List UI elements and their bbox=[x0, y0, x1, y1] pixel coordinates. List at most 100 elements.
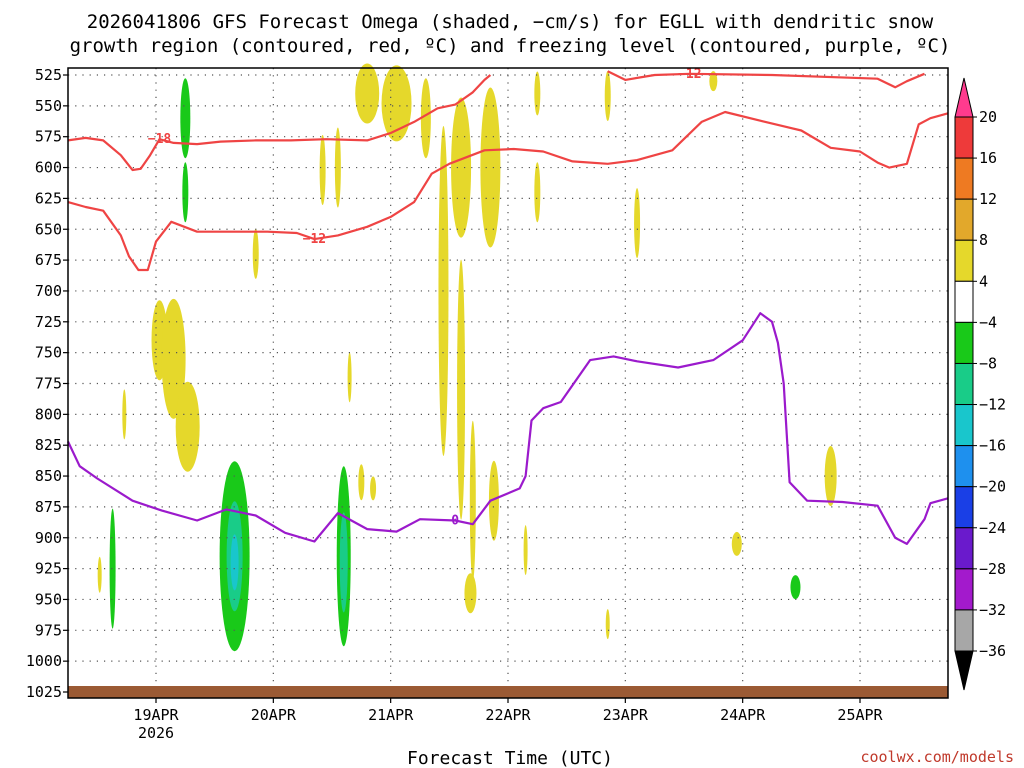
contour-label: −12 bbox=[303, 232, 326, 247]
grid-dots bbox=[68, 68, 948, 698]
colorbar-swatch bbox=[954, 239, 974, 282]
y-tick-label: 975 bbox=[35, 621, 62, 639]
y-tick-label: 1000 bbox=[26, 652, 62, 670]
y-tick-label: 950 bbox=[35, 590, 62, 608]
y-tick-label: 575 bbox=[35, 128, 62, 146]
contour-line bbox=[67, 110, 949, 272]
colorbar-label: −28 bbox=[979, 560, 1006, 578]
y-tick-label: 675 bbox=[35, 251, 62, 269]
colorbar-label: 16 bbox=[979, 149, 997, 167]
colorbar: 20 16 12 8 4 −4 −8 −12 −16 −20 −24 −28 −32 −36 bbox=[954, 77, 1006, 691]
colorbar-swatch bbox=[954, 404, 974, 447]
omega-blob bbox=[319, 135, 326, 206]
colorbar-label: −16 bbox=[979, 437, 1006, 455]
omega-blob bbox=[731, 531, 742, 556]
x-tick-label: 23APR bbox=[603, 706, 649, 724]
credit-text: coolwx.com/models bbox=[860, 748, 1014, 766]
omega-blob bbox=[790, 575, 801, 600]
y-tick-label: 775 bbox=[35, 375, 62, 393]
y-tick-label: 600 bbox=[35, 159, 62, 177]
contour-line bbox=[607, 70, 925, 89]
omega-blob bbox=[334, 127, 341, 208]
colorbar-label: −24 bbox=[979, 519, 1006, 537]
colorbar-swatch bbox=[954, 362, 974, 406]
y-tick-label: 725 bbox=[35, 313, 62, 331]
omega-blob bbox=[358, 464, 365, 501]
omega-blob bbox=[370, 476, 377, 501]
colorbar-swatch bbox=[954, 321, 974, 364]
colorbar-swatch bbox=[954, 445, 974, 488]
omega-blob bbox=[534, 71, 541, 116]
y-tick-label: 700 bbox=[35, 282, 62, 300]
colorbar-label: −4 bbox=[979, 313, 997, 331]
omega-blob bbox=[451, 97, 472, 238]
x-axis-label: Forecast Time (UTC) bbox=[407, 748, 613, 768]
x-tick-label: 21APR bbox=[368, 706, 414, 724]
x-year-label: 2026 bbox=[138, 724, 174, 742]
contour-line bbox=[67, 74, 492, 172]
omega-blob bbox=[604, 70, 611, 121]
omega-blob bbox=[634, 188, 641, 259]
colorbar-swatch bbox=[954, 116, 974, 159]
x-tick-label: 25APR bbox=[837, 706, 883, 724]
colorbar-swatch bbox=[954, 527, 974, 570]
omega-blob bbox=[230, 534, 239, 591]
temperature-contours: −18 −12 −12 0 bbox=[67, 67, 949, 545]
contour-label: −18 bbox=[148, 132, 172, 147]
omega-blob bbox=[523, 525, 528, 576]
chart-title-line2: growth region (contoured, red, ºC) and f… bbox=[70, 35, 951, 57]
x-tick-label: 22APR bbox=[485, 706, 531, 724]
y-tick-label: 750 bbox=[35, 344, 62, 362]
colorbar-swatch bbox=[954, 486, 974, 529]
omega-blob bbox=[252, 228, 259, 279]
omega-blob bbox=[480, 87, 501, 248]
chart-title-line1: 2026041806 GFS Forecast Omega (shaded, −… bbox=[87, 11, 934, 33]
colorbar-swatch bbox=[954, 198, 974, 241]
y-tick-label: 800 bbox=[35, 405, 62, 423]
colorbar-swatch bbox=[954, 157, 974, 200]
omega-shading bbox=[97, 63, 837, 652]
omega-blob bbox=[182, 162, 189, 223]
y-tick-label: 875 bbox=[35, 498, 62, 516]
colorbar-label: −12 bbox=[979, 396, 1006, 414]
colorbar-swatch bbox=[954, 280, 974, 323]
y-tick-label: 900 bbox=[35, 529, 62, 547]
y-tick-label: 550 bbox=[35, 97, 62, 115]
y-tick-label: 825 bbox=[35, 436, 62, 454]
omega-blob bbox=[355, 63, 380, 124]
colorbar-label: 12 bbox=[979, 190, 997, 208]
colorbar-label: −8 bbox=[979, 354, 997, 372]
x-tick-label: 19APR bbox=[133, 706, 179, 724]
omega-blob bbox=[97, 556, 102, 593]
omega-blob bbox=[469, 420, 476, 581]
omega-blob bbox=[534, 162, 541, 223]
x-tick-label: 20APR bbox=[251, 706, 297, 724]
contour-line bbox=[67, 312, 949, 545]
x-tick-label: 24APR bbox=[720, 706, 766, 724]
omega-blob bbox=[161, 298, 186, 419]
omega-blob bbox=[180, 78, 191, 159]
omega-blob bbox=[824, 446, 837, 507]
omega-blob bbox=[122, 389, 127, 440]
y-tick-label: 625 bbox=[35, 189, 62, 207]
y-tick-label: 925 bbox=[35, 560, 62, 578]
colorbar-label: 8 bbox=[979, 231, 988, 249]
omega-blob bbox=[381, 65, 412, 142]
colorbar-top-arrow bbox=[954, 77, 974, 118]
y-tick-label: 650 bbox=[35, 220, 62, 238]
colorbar-label: −36 bbox=[979, 642, 1006, 660]
omega-blob bbox=[109, 508, 116, 629]
colorbar-swatch bbox=[954, 568, 974, 611]
omega-blob bbox=[175, 381, 200, 472]
colorbar-label: 4 bbox=[979, 272, 988, 290]
omega-blob bbox=[709, 71, 718, 92]
omega-blob bbox=[457, 259, 466, 520]
colorbar-swatch bbox=[954, 609, 974, 652]
colorbar-bottom-arrow bbox=[954, 650, 974, 691]
colorbar-label: −20 bbox=[979, 478, 1006, 496]
contour-label: −12 bbox=[678, 67, 701, 82]
omega-blob bbox=[488, 460, 499, 541]
y-tick-label: 525 bbox=[35, 66, 62, 84]
